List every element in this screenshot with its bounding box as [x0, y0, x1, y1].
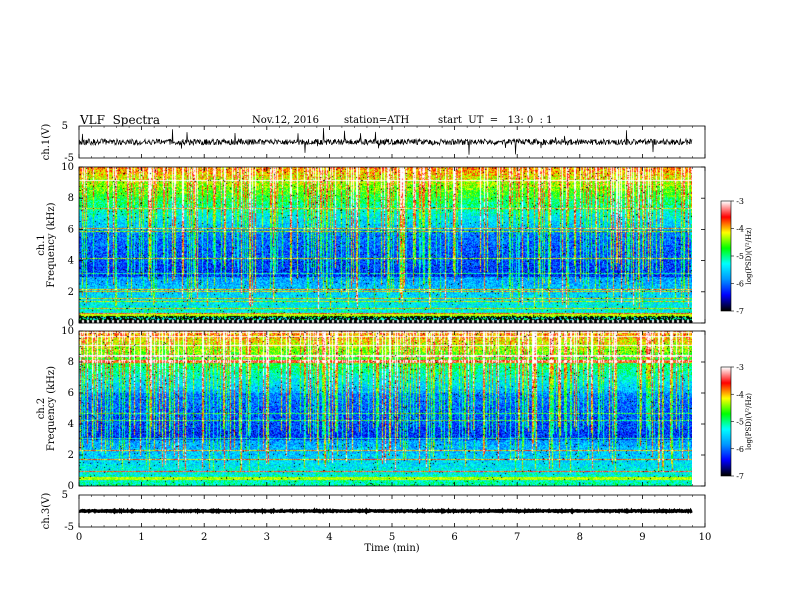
ch1-spectrogram-colorbar-tick-label: -7 [736, 307, 744, 316]
start-time-label: start UT = 13: 0 : 1 [438, 115, 553, 126]
figure-title: VLF Spectra [80, 113, 161, 127]
ch2-spectrogram-ytick-label: 0 [68, 481, 74, 492]
ch2-spectrogram-colorbar-tick-label: -4 [736, 390, 744, 399]
ch1-waveform-ytick-label: 5 [62, 121, 68, 132]
ch1-spectrogram-image [79, 167, 692, 323]
x-axis-label: Time (min) [364, 543, 419, 554]
ch1-waveform-line [79, 127, 693, 155]
x-tick-label: 6 [451, 532, 457, 543]
ch1-spectrogram-ytick-label: 8 [68, 193, 74, 204]
ch1-spectrogram-ylabel: ch.1 [36, 234, 47, 256]
ch2-spectrogram-ytick-label: 6 [68, 388, 74, 399]
ch3-waveform-ylabel: ch.3(V) [41, 493, 52, 530]
ch3-waveform-ytick-label: -5 [64, 522, 74, 533]
ch2-spectrogram-ytick-label: 4 [68, 419, 74, 430]
station-label: station=ATH [344, 115, 410, 126]
ch1-spectrogram-ytick-label: 4 [68, 256, 74, 267]
x-tick-label: 7 [514, 532, 520, 543]
ch2-spectrogram-colorbar-tick-label: -7 [736, 472, 744, 481]
ch1-spectrogram-ytick-label: 10 [61, 162, 74, 173]
x-tick-label: 10 [699, 532, 712, 543]
x-tick-label: 1 [138, 532, 144, 543]
ch2-spectrogram-colorbar-label: log(PSD)(V²/Hz) [745, 393, 753, 450]
ch2-spectrogram-ytick-label: 10 [61, 326, 74, 337]
ch2-spectrogram-ylabel: ch.2 [36, 398, 47, 420]
ch1-waveform-ytick-label: -5 [64, 153, 74, 164]
x-tick-label: 8 [577, 532, 583, 543]
ch1-spectrogram-colorbar [721, 201, 731, 311]
ch1-spectrogram-colorbar-tick-label: -3 [736, 197, 744, 206]
ch3-waveform-line [78, 507, 693, 515]
ch1-spectrogram-colorbar-label: log(PSD)(V²/Hz) [745, 227, 753, 284]
ch2-spectrogram-colorbar-tick-label: -3 [736, 363, 744, 372]
ch1-spectrogram-colorbar-tick-label: -5 [736, 252, 744, 261]
x-tick-label: 3 [264, 532, 270, 543]
ch2-spectrogram-colorbar-tick-label: -6 [736, 445, 744, 454]
ch2-spectrogram-colorbar-tick-label: -5 [736, 418, 744, 427]
x-tick-label: 2 [201, 532, 207, 543]
x-tick-label: 5 [389, 532, 395, 543]
ch2-spectrogram-colorbar [721, 367, 731, 476]
ch2-spectrogram-ytick-label: 2 [68, 450, 74, 461]
ch3-waveform-ytick-label: 5 [62, 490, 68, 501]
ch1-spectrogram-ytick-label: 0 [68, 318, 74, 329]
ch1-spectrogram-colorbar-tick-label: -4 [736, 225, 744, 234]
x-tick-label: 0 [76, 532, 82, 543]
ch1-spectrogram-colorbar-tick-label: -6 [736, 280, 744, 289]
ch2-spectrogram-ylabel: Frequency (kHz) [46, 366, 57, 451]
date-label: Nov.12, 2016 [252, 115, 319, 126]
ch1-spectrogram-ytick-label: 2 [68, 287, 74, 298]
ch2-spectrogram-ytick-label: 8 [68, 357, 74, 368]
ch1-spectrogram-ytick-label: 6 [68, 224, 74, 235]
x-tick-label: 9 [639, 532, 645, 543]
ch1-waveform-ylabel: ch.1(V) [41, 124, 52, 161]
ch2-spectrogram-image [79, 331, 692, 486]
ch1-spectrogram-ylabel: Frequency (kHz) [46, 202, 57, 287]
x-tick-label: 4 [326, 532, 332, 543]
